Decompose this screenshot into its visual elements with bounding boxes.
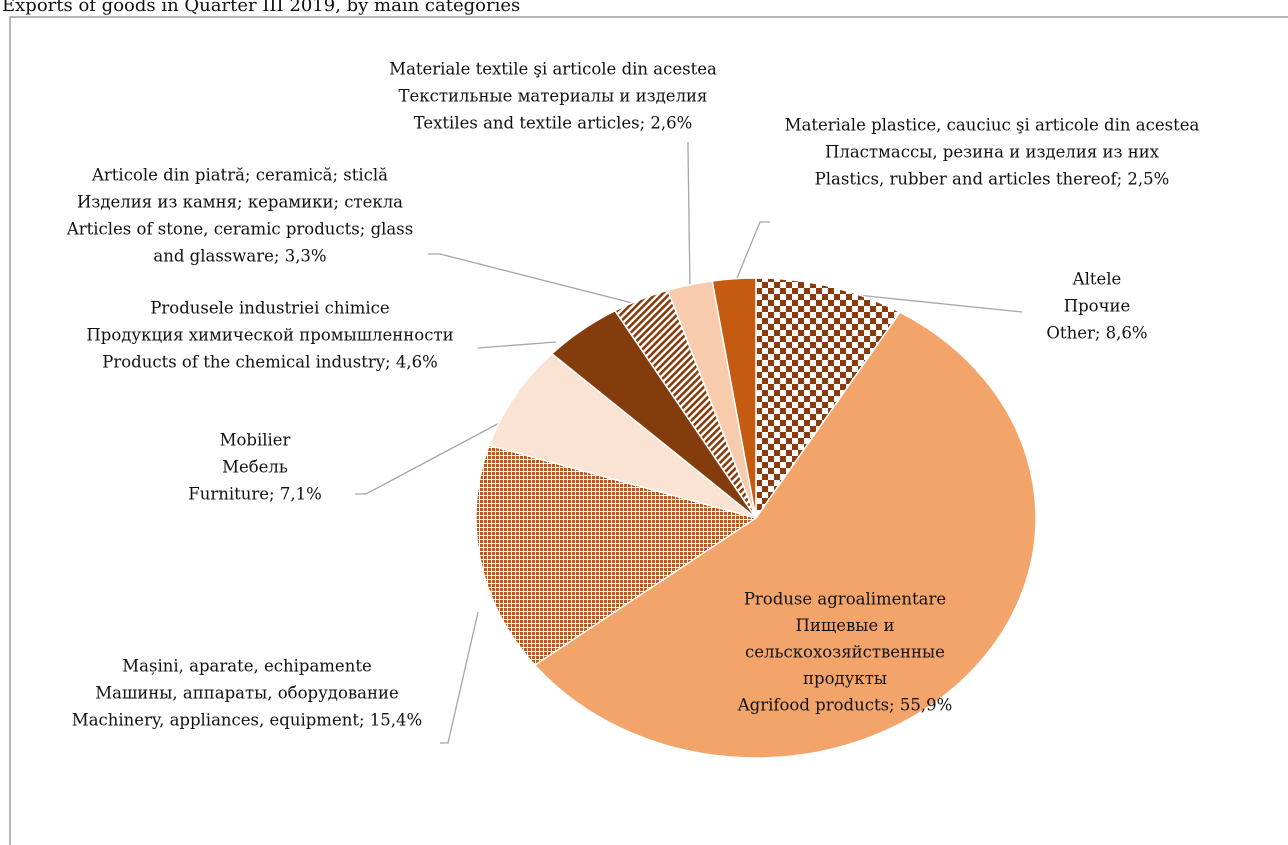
data-label: Машины, аппараты, оборудование <box>95 684 399 703</box>
data-label: and glassware; 3,3% <box>153 247 326 266</box>
data-label: Other; 8,6% <box>1046 324 1147 343</box>
data-label: Materiale plastice, cauciuc şi articole … <box>785 116 1200 135</box>
chart-frame <box>9 16 1288 845</box>
pie-slice <box>475 444 758 667</box>
data-label: Materiale textile şi articole din aceste… <box>389 60 717 79</box>
pie-slice <box>755 277 902 521</box>
data-label: Produse agroalimentare <box>744 590 946 609</box>
leader-line <box>428 253 641 306</box>
data-label: Прочие <box>1064 297 1131 316</box>
data-label: Agrifood products; 55,9% <box>737 696 953 715</box>
pie-slice <box>488 352 757 519</box>
data-label: Machinery, appliances, equipment; 15,4% <box>72 711 422 730</box>
data-label: Articole din piatră; ceramică; sticlă <box>91 166 388 185</box>
data-label: Mobilier <box>220 431 291 450</box>
leader-line <box>687 142 691 291</box>
data-label: Пищевые и <box>796 616 895 635</box>
data-label: Textiles and textile articles; 2,6% <box>414 114 693 133</box>
data-label: Мебель <box>222 458 288 477</box>
data-label: продукты <box>803 669 887 688</box>
pie-slice <box>533 311 1037 759</box>
data-label: сельскохозяйственные <box>745 643 945 662</box>
slices <box>475 277 1037 759</box>
data-label: Products of the chemical industry; 4,6% <box>102 353 438 372</box>
data-label: Articles of stone, ceramic products; gla… <box>66 220 413 239</box>
pie-slice <box>711 277 757 519</box>
data-label: Пластмассы, резина и изделия из них <box>825 143 1160 162</box>
data-label: Produsele industriei chimice <box>150 299 389 318</box>
leader-line <box>477 341 557 349</box>
data-label: Продукция химической промышленности <box>86 326 453 345</box>
data-label: Altele <box>1072 270 1122 289</box>
data-label: Изделия из камня; керамики; стекла <box>77 193 403 212</box>
data-label: Текстильные материалы и изделия <box>399 87 708 106</box>
leader-line <box>440 611 479 744</box>
data-label: Furniture; 7,1% <box>188 485 322 504</box>
chart-title: Exports of goods in Quarter III 2019, by… <box>2 0 520 16</box>
data-label: Plastics, rubber and articles thereof; 2… <box>815 170 1170 189</box>
leader-line <box>734 221 770 284</box>
leader-line <box>355 419 506 495</box>
data-label: Mașini, aparate, echipamente <box>122 657 371 676</box>
